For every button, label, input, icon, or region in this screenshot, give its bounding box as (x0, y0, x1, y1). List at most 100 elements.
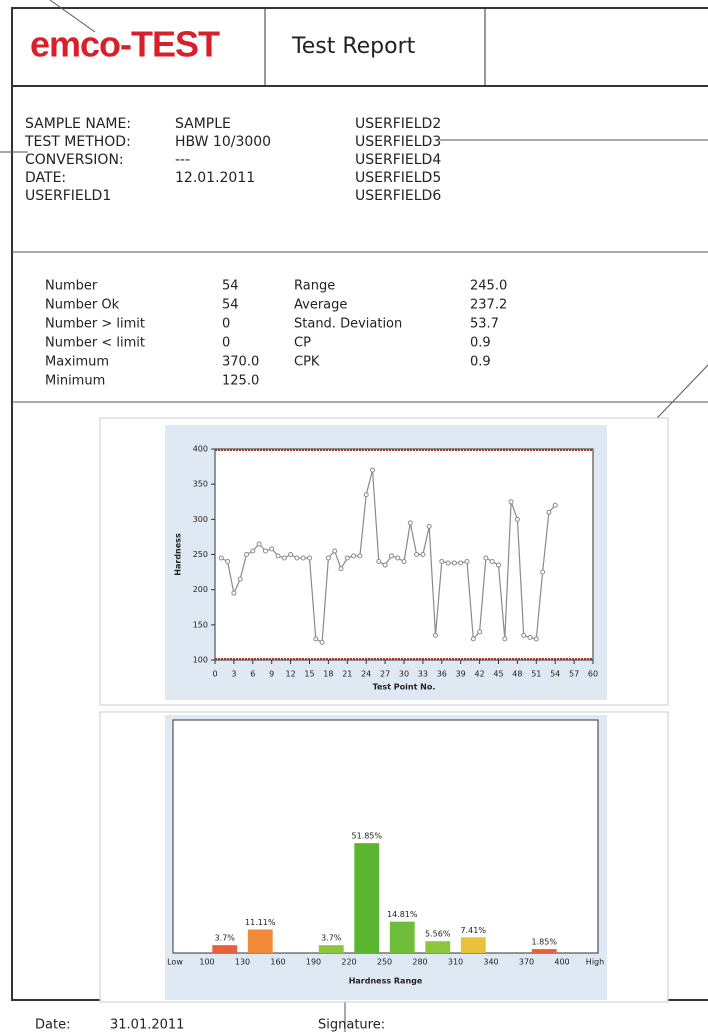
data-point (527, 634, 533, 640)
bar-label: 5.56% (425, 930, 451, 939)
bar-label: 7.41% (461, 926, 487, 935)
stat-value: 54 (222, 279, 239, 294)
data-point (269, 546, 275, 552)
data-point (351, 553, 357, 559)
stat-value: 54 (222, 298, 239, 313)
data-point (451, 560, 457, 566)
stat-value: 245.0 (470, 279, 507, 294)
data-point (458, 560, 464, 566)
data-point (338, 566, 344, 572)
y-tick-label: 400 (193, 445, 208, 454)
stat-label: Number < limit (45, 336, 145, 351)
data-point (533, 636, 539, 642)
data-point (496, 562, 501, 568)
x-tick-label: 3 (231, 670, 236, 679)
stat-value: 125.0 (222, 374, 259, 389)
data-point (250, 548, 256, 554)
stat-label: Minimum (45, 374, 105, 389)
data-point (275, 553, 281, 559)
bar-label: 14.81% (387, 910, 418, 919)
stat-value: 53.7 (470, 317, 499, 332)
stat-value: 0 (222, 317, 230, 332)
x-tick-label: 400 (554, 958, 569, 967)
x-tick-label: 51 (531, 670, 541, 679)
x-tick-label: High (586, 958, 604, 967)
data-point (262, 548, 268, 554)
stat-value: 370.0 (222, 355, 259, 370)
stat-value: 237.2 (470, 298, 507, 313)
x-tick-label: 24 (361, 670, 371, 679)
stat-value: 0.9 (470, 355, 491, 370)
bar (212, 945, 238, 953)
data-point (445, 560, 451, 566)
data-point (502, 636, 508, 642)
stat-label: Range (294, 279, 335, 294)
y-tick-label: 250 (193, 550, 208, 559)
stat-value: 0 (222, 336, 230, 351)
x-tick-label: 54 (550, 670, 560, 679)
y-tick-label: 150 (193, 620, 208, 629)
report-title: Test Report (291, 34, 416, 59)
field-label: DATE: (25, 170, 66, 186)
bar-label: 3.7% (215, 934, 236, 943)
field-label: CONVERSION: (25, 152, 124, 168)
data-point (546, 509, 552, 515)
field-label: USERFIELD5 (355, 170, 441, 186)
data-point (294, 555, 300, 561)
data-point (357, 553, 363, 559)
data-point (521, 632, 527, 638)
data-point (426, 523, 432, 529)
stat-label: Number > limit (45, 317, 145, 332)
stat-label: Maximum (45, 355, 109, 370)
stat-label: Number (45, 279, 98, 294)
x-tick-label: 370 (519, 958, 534, 967)
data-point (363, 492, 369, 498)
field-label: SAMPLE NAME: (25, 116, 131, 132)
data-point (552, 502, 558, 508)
data-point (237, 576, 243, 582)
x-axis-label: Test Point No. (373, 683, 436, 692)
x-tick-label: 0 (212, 670, 217, 679)
data-point (395, 555, 401, 561)
stat-label: Number Ok (45, 298, 120, 313)
field-value: HBW 10/3000 (175, 134, 271, 150)
data-point (489, 559, 495, 565)
data-point (300, 555, 306, 561)
callout (49, 0, 96, 33)
stat-label: Average (294, 298, 347, 313)
field-label: USERFIELD4 (355, 152, 441, 168)
bar (531, 949, 557, 953)
data-point (307, 555, 312, 561)
x-tick-label: 39 (456, 670, 466, 679)
x-tick-label: 30 (399, 670, 409, 679)
data-point (218, 555, 224, 561)
bar (425, 941, 451, 953)
bar (389, 921, 415, 953)
field-value: 12.01.2011 (175, 170, 255, 186)
x-tick-label: 6 (250, 670, 255, 679)
data-point (332, 548, 338, 554)
x-tick-label: 45 (493, 670, 503, 679)
data-point (433, 632, 438, 638)
bar-label: 51.85% (351, 832, 382, 841)
data-point (231, 590, 237, 596)
x-tick-label: 9 (269, 670, 274, 679)
logo: emco-TEST (30, 24, 220, 65)
data-point (344, 555, 350, 561)
plot-area (214, 448, 594, 661)
field-label: USERFIELD1 (25, 188, 111, 204)
data-point (388, 553, 394, 559)
x-tick-label: 33 (418, 670, 428, 679)
stat-label: CPK (294, 355, 320, 370)
plot-area (172, 719, 599, 954)
x-tick-label: 36 (437, 670, 447, 679)
data-point (464, 559, 470, 565)
field-value: --- (175, 152, 190, 168)
bar-label: 3.7% (321, 934, 342, 943)
x-tick-label: 310 (448, 958, 463, 967)
x-tick-label: 12 (286, 670, 296, 679)
data-point (414, 552, 420, 557)
x-tick-label: 42 (475, 670, 485, 679)
x-tick-label: 160 (270, 958, 285, 967)
